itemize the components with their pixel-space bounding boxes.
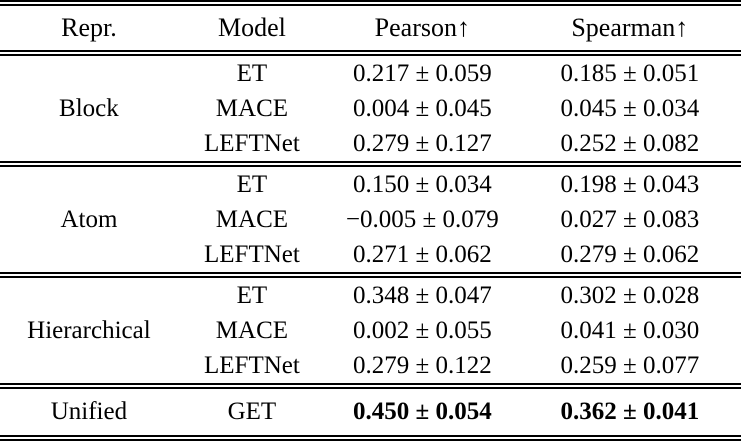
cell-pearson: 0.279 ± 0.122	[352, 351, 492, 379]
cell-repr-hierarchical: Hierarchical	[27, 316, 151, 344]
header-spearman: Spearman↑	[571, 13, 689, 42]
header-row: Repr. Model Pearson↑ Spearman↑	[0, 3, 741, 53]
cell-spearman: 0.027 ± 0.083	[560, 205, 700, 233]
cell-spearman: 0.045 ± 0.034	[560, 94, 700, 122]
table-row: MACE −0.005 ± 0.079 0.027 ± 0.083	[0, 202, 741, 237]
cell-pearson: 0.004 ± 0.045	[352, 94, 492, 122]
table-row: LEFTNet 0.271 ± 0.062 0.279 ± 0.062	[0, 237, 741, 275]
cell-model: ET	[236, 59, 268, 87]
cell-repr-unified: Unified	[50, 398, 128, 425]
cell-spearman: 0.362 ± 0.041	[560, 398, 700, 425]
cell-model: LEFTNet	[204, 129, 300, 157]
table-row: Hierarchical ET 0.348 ± 0.047 0.302 ± 0.…	[0, 275, 741, 344]
table-row: Block ET 0.217 ± 0.059 0.185 ± 0.051	[0, 53, 741, 122]
cell-pearson: 0.348 ± 0.047	[352, 281, 492, 309]
cell-spearman: 0.279 ± 0.062	[560, 240, 700, 268]
cell-pearson: 0.002 ± 0.055	[352, 316, 492, 344]
cell-pearson: 0.217 ± 0.059	[352, 59, 492, 87]
cell-pearson: 0.450 ± 0.054	[352, 398, 492, 425]
cell-model: MACE	[215, 94, 289, 122]
table-row: LEFTNet 0.279 ± 0.122 0.259 ± 0.077	[0, 348, 741, 386]
header-pearson: Pearson↑	[374, 13, 470, 42]
cell-spearman: 0.041 ± 0.030	[560, 316, 700, 344]
cell-model: LEFTNet	[204, 351, 300, 379]
section-unified: Unified GET 0.450 ± 0.054 0.362 ± 0.041	[0, 386, 741, 438]
section-hierarchical: Hierarchical ET 0.348 ± 0.047 0.302 ± 0.…	[0, 275, 741, 386]
cell-pearson: 0.150 ± 0.034	[352, 170, 492, 198]
header-repr: Repr.	[61, 13, 117, 42]
section-block: Block ET 0.217 ± 0.059 0.185 ± 0.051 MAC…	[0, 53, 741, 164]
cell-model: ET	[236, 170, 268, 198]
section-atom: Atom ET 0.150 ± 0.034 0.198 ± 0.043 MACE…	[0, 164, 741, 275]
cell-model: GET	[227, 398, 277, 425]
cell-repr-block: Block	[59, 94, 119, 122]
cell-pearson: 0.271 ± 0.062	[352, 240, 492, 268]
cell-model: MACE	[215, 205, 289, 233]
cell-spearman: 0.252 ± 0.082	[560, 129, 700, 157]
cell-model: MACE	[215, 316, 289, 344]
table-row: MACE 0.004 ± 0.045 0.045 ± 0.034	[0, 91, 741, 126]
cell-spearman: 0.302 ± 0.028	[560, 281, 700, 309]
cell-model: ET	[236, 281, 268, 309]
header-model: Model	[217, 13, 286, 42]
table-header: Repr. Model Pearson↑ Spearman↑	[0, 3, 741, 53]
cell-spearman: 0.198 ± 0.043	[560, 170, 700, 198]
cell-model: LEFTNet	[204, 240, 300, 268]
table-row: Unified GET 0.450 ± 0.054 0.362 ± 0.041	[0, 386, 741, 438]
cell-pearson: 0.279 ± 0.127	[352, 129, 492, 157]
cell-spearman: 0.259 ± 0.077	[560, 351, 700, 379]
table-row: Atom ET 0.150 ± 0.034 0.198 ± 0.043	[0, 164, 741, 233]
cell-repr-atom: Atom	[60, 205, 118, 233]
cell-spearman: 0.185 ± 0.051	[560, 59, 700, 87]
cell-pearson: −0.005 ± 0.079	[345, 205, 499, 233]
table-row: LEFTNet 0.279 ± 0.127 0.252 ± 0.082	[0, 126, 741, 164]
table-row: MACE 0.002 ± 0.055 0.041 ± 0.030	[0, 313, 741, 348]
